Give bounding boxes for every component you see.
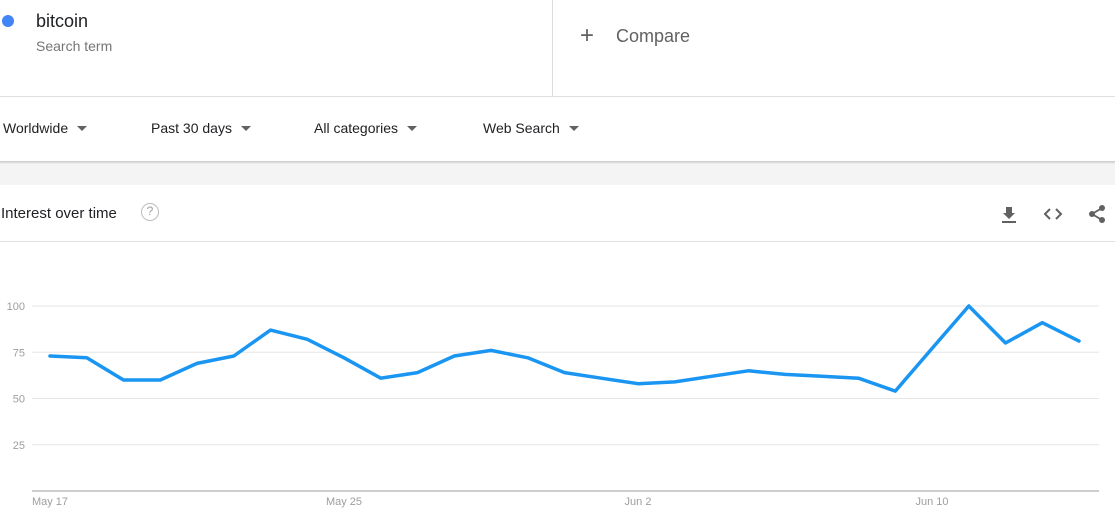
y-tick-label: 50	[13, 394, 25, 406]
dropdown-caret-icon	[240, 125, 251, 131]
y-tick-label: 75	[13, 347, 25, 359]
download-icon[interactable]	[998, 203, 1020, 225]
region-filter-dropdown[interactable]: Worldwide	[3, 120, 88, 136]
category-filter-dropdown[interactable]: All categories	[314, 120, 418, 136]
line-chart: 100 75 50 25 May 17 May 25 Jun 2 Jun 10	[7, 301, 1099, 508]
search-term-card[interactable]: bitcoin Search term	[0, 0, 553, 96]
y-tick-label: 25	[13, 440, 25, 452]
x-tick-label: Jun 2	[625, 496, 652, 508]
property-filter-dropdown[interactable]: Web Search	[483, 120, 579, 136]
chart-header: Interest over time ?	[0, 185, 1115, 242]
time-filter-dropdown[interactable]: Past 30 days	[151, 120, 251, 136]
search-term-subtitle: Search term	[36, 38, 113, 54]
chart-title: Interest over time	[1, 205, 117, 222]
section-gap	[0, 164, 1115, 185]
header-divider	[0, 96, 1115, 97]
time-filter-label: Past 30 days	[151, 120, 232, 136]
series-color-dot	[2, 15, 14, 27]
dropdown-caret-icon	[568, 125, 579, 131]
category-filter-label: All categories	[314, 120, 399, 136]
region-filter-label: Worldwide	[3, 120, 69, 136]
y-tick-label: 100	[7, 301, 25, 313]
dropdown-caret-icon	[77, 125, 88, 131]
dropdown-caret-icon	[407, 125, 418, 131]
compare-label: Compare	[616, 25, 691, 46]
property-filter-label: Web Search	[483, 120, 560, 136]
help-circle-icon[interactable]: ?	[141, 203, 159, 221]
filter-bar-shadow	[0, 161, 1115, 164]
x-tick-label: Jun 10	[915, 496, 948, 508]
x-tick-label: May 25	[326, 496, 362, 508]
interest-over-time-chart: 100 75 50 25 May 17 May 25 Jun 2 Jun 10	[0, 242, 1115, 513]
embed-code-icon[interactable]	[1042, 203, 1064, 225]
filter-bar: Worldwide Past 30 days All categories We…	[0, 97, 1115, 161]
compare-button[interactable]: + Compare	[580, 23, 690, 49]
plus-icon: +	[580, 22, 595, 49]
x-tick-label: May 17	[32, 496, 68, 508]
search-term-name[interactable]: bitcoin	[36, 11, 89, 31]
share-icon[interactable]	[1086, 203, 1108, 225]
series-line-bitcoin	[48, 304, 1081, 393]
